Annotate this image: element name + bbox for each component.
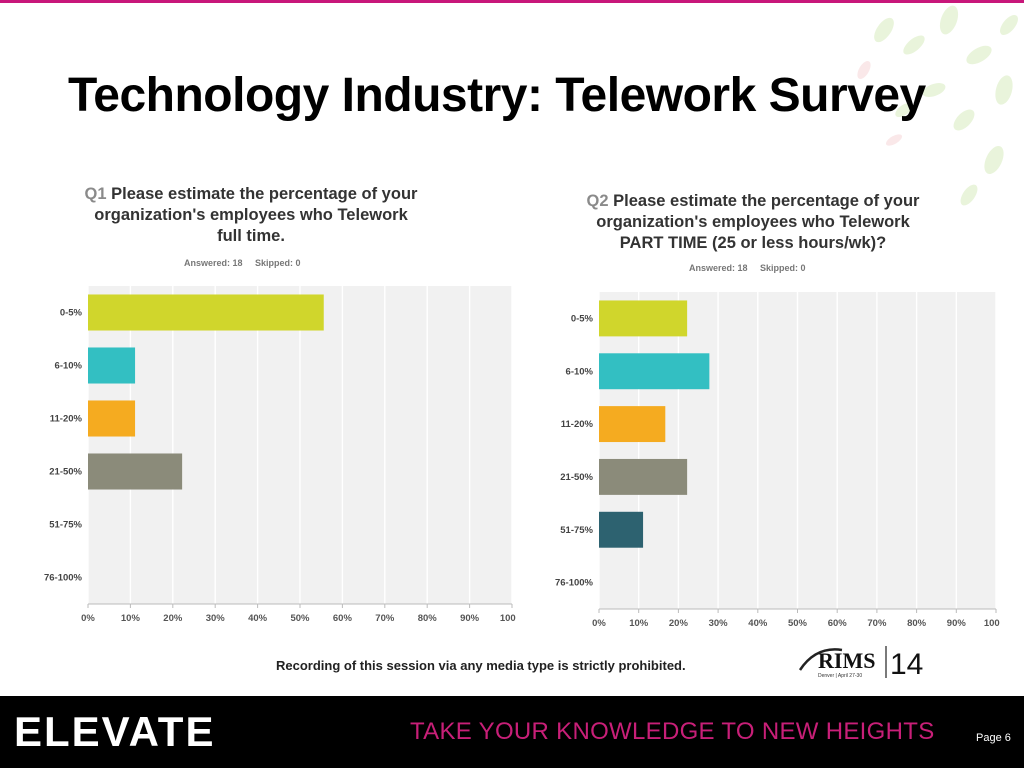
x-tick-label: 10% — [629, 618, 649, 629]
x-tick-label: 100% — [500, 613, 516, 624]
chart-q2-plot: 0% 10% 20% 30% 40% 50% 60% 70% 80% 90% 100% 0-5% 6-1… — [555, 292, 1000, 629]
decorative-leaf-pattern — [857, 5, 1018, 206]
page-number: Page 6 — [976, 732, 1011, 744]
x-tick-label: 70% — [867, 618, 887, 629]
bar — [88, 294, 324, 331]
category-label: 76-100% — [44, 573, 83, 584]
rims-logo-sub: Denver | April 27-30 — [818, 673, 862, 679]
bar — [599, 406, 666, 443]
x-tick-label: 50% — [788, 618, 808, 629]
slide-title: Technology Industry: Telework Survey — [68, 69, 926, 122]
category-label: 0-5% — [571, 313, 594, 324]
x-tick-label: 30% — [206, 613, 226, 624]
chart-q1-answered: Answered: 18 — [184, 258, 243, 268]
bar — [599, 458, 688, 495]
chart-q2-title-line-1: Q2 Please estimate the percentage of you… — [586, 192, 920, 210]
x-tick-label: 100% — [984, 618, 1000, 629]
chart-q2-answered: Answered: 18 — [689, 263, 748, 273]
recording-notice: Recording of this session via any media … — [276, 658, 686, 673]
rims-14-logo: RIMS 14 Denver | April 27-30 — [798, 646, 923, 681]
bar — [599, 300, 688, 337]
footer-band: ELEVATE TAKE YOUR KNOWLEDGE TO NEW HEIGH… — [0, 696, 1024, 768]
x-tick-label: 90% — [947, 618, 967, 629]
bar — [599, 511, 644, 548]
bar — [88, 400, 136, 437]
x-tick-label: 60% — [828, 618, 848, 629]
chart-q1-title-line-3: full time. — [217, 227, 285, 245]
category-label: 21-50% — [49, 467, 82, 478]
x-tick-label: 90% — [460, 613, 480, 624]
bar — [88, 453, 183, 490]
chart-q2-title-line-3: PART TIME (25 or less hours/wk)? — [619, 234, 887, 252]
x-tick-label: 0% — [592, 618, 606, 629]
chart-q1-title-line-1: Q1 Please estimate the percentage of you… — [84, 185, 418, 203]
x-tick-label: 70% — [375, 613, 395, 624]
x-tick-label: 20% — [669, 618, 689, 629]
elevate-logo-text: ELEVATE — [14, 710, 215, 752]
chart-q1-title-line-2: organization's employees who Telework — [94, 206, 408, 224]
x-tick-label: 30% — [709, 618, 729, 629]
bar — [88, 347, 136, 384]
category-label: 51-75% — [49, 520, 82, 531]
chart-q2: Q2 Please estimate the percentage of you… — [548, 191, 1000, 637]
category-label: 11-20% — [50, 414, 83, 425]
category-label: 0-5% — [60, 308, 83, 319]
x-tick-label: 40% — [748, 618, 768, 629]
x-tick-label: 50% — [290, 613, 310, 624]
category-label: 11-20% — [561, 419, 594, 430]
x-tick-label: 0% — [81, 613, 95, 624]
chart-q1-qnum: Q1 — [84, 185, 107, 203]
x-tick-label: 40% — [248, 613, 268, 624]
chart-q1-question: Q1 Please estimate the percentage of you… — [36, 184, 466, 247]
chart-q1-response-counts: Answered: 18 Skipped: 0 — [184, 258, 311, 268]
chart-q1-skipped: Skipped: 0 — [255, 258, 301, 268]
category-label: 76-100% — [555, 578, 594, 589]
chart-q2-title-line-2: organization's employees who Telework — [596, 213, 910, 231]
top-accent-rule — [0, 0, 1024, 3]
category-label: 6-10% — [55, 361, 83, 372]
category-label: 6-10% — [566, 366, 594, 377]
x-tick-label: 20% — [163, 613, 183, 624]
chart-q2-response-counts: Answered: 18 Skipped: 0 — [689, 263, 816, 273]
x-tick-label: 60% — [333, 613, 353, 624]
chart-q1: Q1 Please estimate the percentage of you… — [36, 184, 516, 634]
tagline: TAKE YOUR KNOWLEDGE TO NEW HEIGHTS — [410, 718, 935, 745]
x-tick-label: 10% — [121, 613, 141, 624]
rims-logo-year: 14 — [890, 648, 923, 681]
chart-q2-question: Q2 Please estimate the percentage of you… — [548, 191, 958, 254]
elevate-logo: ELEVATE — [14, 710, 215, 752]
x-tick-label: 80% — [418, 613, 438, 624]
rims-logo-text: RIMS — [818, 648, 875, 673]
bar — [599, 353, 710, 390]
category-label: 51-75% — [560, 525, 593, 536]
chart-q2-skipped: Skipped: 0 — [760, 263, 806, 273]
chart-q2-qnum: Q2 — [586, 192, 609, 210]
x-tick-label: 80% — [907, 618, 927, 629]
category-label: 21-50% — [560, 472, 593, 483]
chart-q1-plot: 0% 10% 20% 30% 40% 50% 60% 70% 80% 90% 100% 0-5% 6-1… — [44, 286, 516, 624]
